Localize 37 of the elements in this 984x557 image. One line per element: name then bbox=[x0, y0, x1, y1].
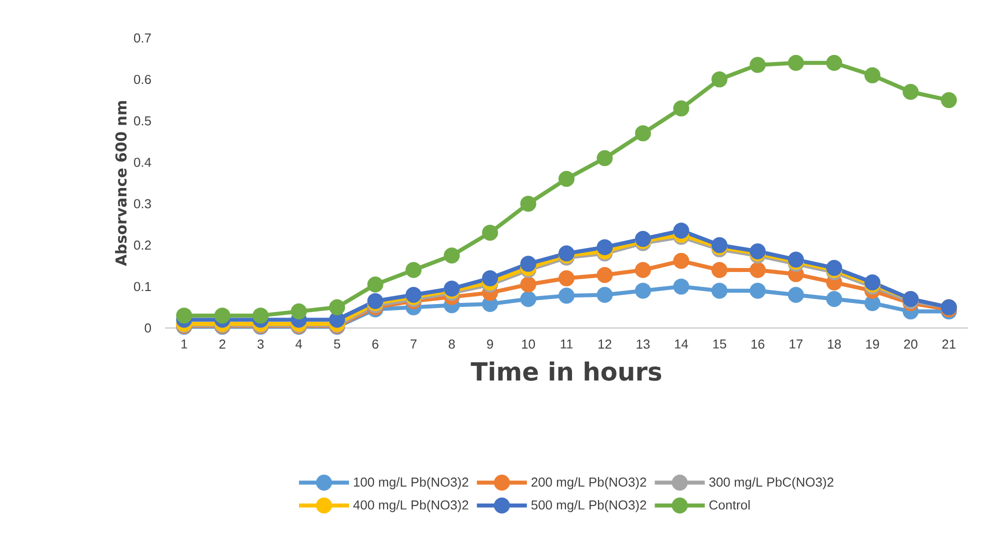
y-tick-label: 0 bbox=[144, 323, 151, 333]
x-tick-label: 7 bbox=[410, 340, 416, 348]
y-tick-label: 0.7 bbox=[134, 33, 151, 43]
y-tick-label: 0.6 bbox=[134, 74, 151, 84]
x-axis-title: Time in hours bbox=[470, 362, 662, 381]
legend-label: 500 mg/L Pb(NO3)2 bbox=[531, 500, 646, 512]
x-tick-label: 4 bbox=[296, 340, 302, 348]
y-axis-title: Absorvance 600 nm bbox=[115, 101, 127, 266]
x-tick-label: 14 bbox=[675, 340, 688, 348]
y-tick-label: 0.5 bbox=[134, 116, 151, 126]
legend-label: Control bbox=[709, 500, 750, 510]
y-tick-label: 0.2 bbox=[134, 240, 151, 250]
x-tick-label: 2 bbox=[219, 340, 226, 349]
x-tick-label: 20 bbox=[904, 340, 918, 349]
legend-label: 400 mg/L Pb(NO3)2 bbox=[353, 500, 468, 512]
x-tick-label: 13 bbox=[636, 340, 650, 349]
x-tick-label: 6 bbox=[372, 340, 378, 349]
x-tick-label: 3 bbox=[257, 340, 264, 349]
x-tick-label: 5 bbox=[334, 340, 340, 349]
x-tick-label: 1 bbox=[182, 340, 188, 348]
legend-label: 200 mg/L Pb(NO3)2 bbox=[532, 477, 646, 490]
x-tick-label: 17 bbox=[790, 340, 802, 348]
x-tick-label: 21 bbox=[942, 340, 956, 349]
x-tick-label: 12 bbox=[598, 340, 612, 349]
x-tick-label: 18 bbox=[828, 340, 841, 349]
legend-label: 300 mg/L PbC(NO3)2 bbox=[709, 477, 834, 490]
y-tick-label: 0.1 bbox=[134, 282, 151, 292]
x-tick-label: 11 bbox=[560, 340, 573, 348]
x-tick-label: 15 bbox=[713, 340, 726, 349]
legend-label: 100 mg/L Pb(NO3)2 bbox=[354, 477, 468, 490]
x-tick-label: 10 bbox=[522, 340, 535, 349]
x-tick-label: 16 bbox=[751, 340, 764, 349]
y-tick-label: 0.4 bbox=[134, 158, 152, 167]
y-tick-label: 0.3 bbox=[134, 199, 151, 208]
x-tick-label: 8 bbox=[448, 340, 455, 349]
x-tick-label: 9 bbox=[487, 340, 494, 349]
x-tick-label: 19 bbox=[866, 340, 880, 349]
